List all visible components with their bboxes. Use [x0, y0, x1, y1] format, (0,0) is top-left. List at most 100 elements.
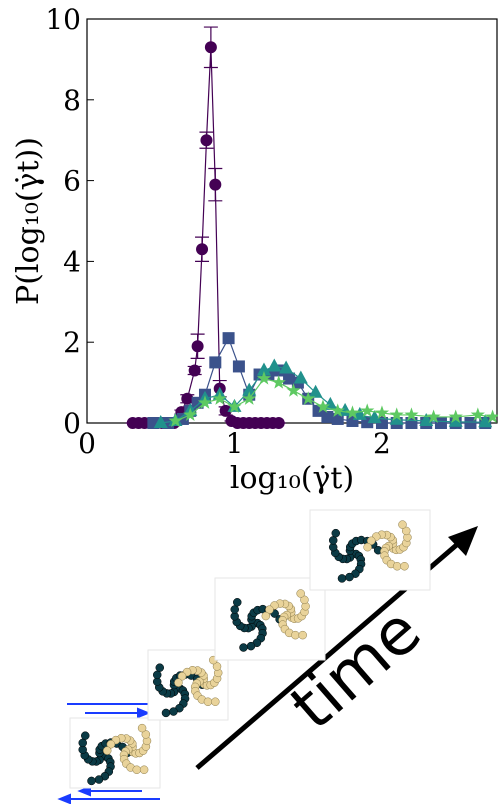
bead [392, 562, 402, 571]
x-tick-label: 2 [373, 427, 391, 460]
bead [296, 589, 305, 598]
marker [267, 358, 282, 372]
bead [132, 765, 142, 775]
marker [315, 399, 331, 413]
plot-frame [86, 18, 498, 424]
marker [209, 356, 222, 369]
marker [272, 417, 285, 429]
marker [485, 409, 498, 424]
bead [102, 746, 112, 755]
y-tick-label: 4 [63, 245, 81, 278]
shear-arrows [57, 698, 169, 804]
bead [261, 611, 271, 621]
bead [291, 630, 300, 640]
y-tick-label: 0 [63, 407, 81, 440]
marker [256, 371, 272, 385]
bead [246, 641, 256, 651]
marker [367, 410, 382, 424]
y-tick-label: 8 [63, 84, 81, 117]
bead [331, 528, 341, 538]
bead [337, 574, 347, 583]
marker [301, 391, 316, 405]
marker [448, 409, 463, 424]
marker [360, 403, 375, 417]
bead [398, 520, 407, 529]
y-tick-label: 6 [63, 165, 81, 198]
marker [222, 332, 235, 345]
bead [155, 663, 165, 672]
marker [293, 370, 308, 384]
marker [204, 41, 217, 54]
bead [400, 561, 409, 571]
marker [448, 413, 463, 427]
marker [271, 375, 286, 389]
marker [286, 383, 301, 397]
y-tick-label: 2 [63, 326, 81, 359]
bead [94, 775, 104, 784]
bead [139, 765, 149, 774]
bead [161, 708, 171, 718]
marker [242, 391, 257, 405]
marker [405, 417, 418, 429]
marker [345, 405, 360, 419]
bead [212, 662, 222, 671]
snapshot-frame [214, 577, 326, 661]
marker [308, 384, 323, 398]
marker [404, 407, 419, 421]
bead [239, 643, 248, 652]
marker [196, 243, 209, 256]
series-line [132, 47, 279, 424]
bead [211, 697, 220, 706]
bead [265, 605, 274, 614]
x-tick-label: 1 [226, 427, 244, 460]
marker [470, 407, 485, 421]
bead [174, 678, 183, 687]
marker [183, 407, 198, 421]
marker [321, 410, 334, 423]
bead [345, 572, 354, 582]
time-arrow-head [448, 526, 478, 556]
marker [464, 417, 477, 429]
marker [209, 178, 222, 191]
bead [300, 595, 309, 605]
marker [168, 413, 183, 428]
bead [367, 536, 376, 546]
bead [298, 630, 307, 640]
bead [230, 605, 239, 614]
bead [78, 738, 87, 748]
marker [232, 360, 245, 373]
x-axis-label: log₁₀(γ̇t) [230, 461, 354, 496]
bead [81, 731, 90, 740]
marker [389, 407, 404, 421]
marker [153, 415, 168, 428]
x-tick-label: 0 [78, 427, 96, 460]
y-axis-label: P(log₁₀(γ̇t)) [11, 137, 46, 305]
bead [203, 697, 213, 707]
marker [188, 364, 201, 377]
marker [478, 414, 493, 428]
marker [181, 392, 194, 405]
marker [419, 412, 434, 426]
marker [219, 404, 232, 417]
marker [191, 340, 204, 353]
bead [328, 536, 338, 545]
marker [426, 409, 441, 424]
marker [200, 134, 213, 147]
bead [141, 730, 151, 739]
marker [330, 403, 345, 417]
bead [363, 542, 372, 552]
bead [177, 672, 187, 681]
bead [233, 598, 242, 607]
bead [169, 707, 178, 716]
marker [197, 395, 213, 409]
marker [434, 417, 447, 429]
marker [212, 391, 227, 405]
marker [352, 406, 367, 420]
bead [401, 526, 411, 536]
bead [152, 670, 162, 680]
y-tick-label: 10 [45, 3, 81, 36]
marker [242, 382, 257, 396]
marker [227, 399, 242, 413]
